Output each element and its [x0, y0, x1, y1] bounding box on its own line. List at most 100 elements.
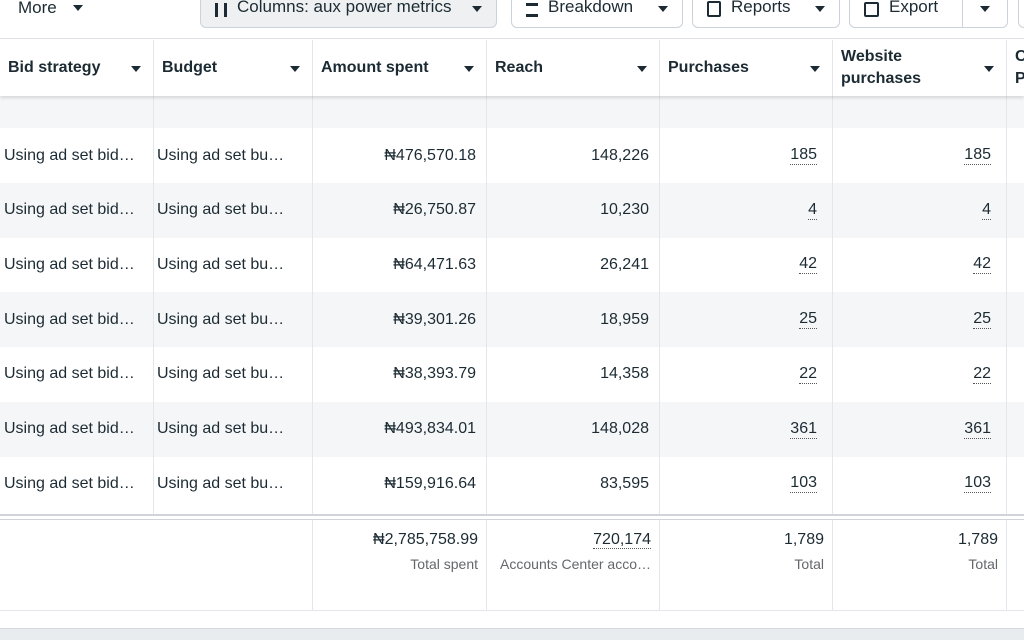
cell-text: ₦64,471.63	[393, 255, 476, 273]
cell-text: Using ad set bid…	[4, 255, 135, 273]
cell: Using ad set bu…	[153, 237, 312, 292]
cell: 18,959	[486, 292, 659, 347]
column-header[interactable]: Amount spent	[312, 40, 486, 96]
cell-text: 148,028	[591, 420, 649, 437]
cell-text: 148,226	[591, 146, 649, 164]
cell-text: Using ad set bid…	[4, 474, 135, 492]
cell-text: ₦39,301.26	[393, 310, 476, 328]
cell: 25	[832, 292, 1006, 347]
total-value: ₦2,785,758.99	[312, 531, 486, 549]
cell-text[interactable]: 185	[790, 146, 817, 165]
cell-text: ₦159,916.64	[384, 474, 476, 492]
more-button[interactable]: More	[18, 0, 83, 18]
total-text: 1,789	[783, 531, 824, 548]
totals-bottom	[0, 610, 1024, 611]
columns-button[interactable]: Columns: aux power metrics	[200, 0, 497, 28]
cell: Using ad set bu…	[153, 292, 312, 347]
cell-text[interactable]: 103	[964, 474, 991, 494]
more-label: More	[18, 0, 57, 17]
cell-text: 18,959	[600, 310, 649, 328]
column-header[interactable]: Website purchases	[832, 40, 1006, 96]
export-button[interactable]: Export	[849, 0, 1008, 28]
cell: Using ad set bid…	[0, 292, 153, 347]
reports-button[interactable]: Reports	[692, 0, 840, 28]
reports-label: Reports	[731, 0, 791, 16]
total-text: 1,789	[957, 531, 998, 548]
cell: Using ad set bid…	[0, 347, 153, 402]
cell-text[interactable]: 361	[790, 419, 817, 439]
cell-text: Using ad set bid…	[4, 146, 135, 164]
cell: Using ad set bid…	[0, 183, 153, 238]
cell: 22	[832, 347, 1006, 402]
cell: ₦26,750.87	[312, 183, 486, 238]
header-label: Purchases	[668, 59, 749, 76]
row-bg	[0, 292, 1024, 348]
total-value: 1,789	[832, 531, 1006, 549]
cell-text[interactable]: 4	[982, 200, 991, 220]
header-label: Bid strategy	[8, 59, 101, 76]
cell: 148,226	[486, 128, 659, 183]
cell: 14,358	[486, 347, 659, 402]
row-bg	[0, 96, 1024, 128]
cell: Using ad set bu…	[153, 183, 312, 238]
breakdown-button[interactable]: Breakdown	[511, 0, 683, 28]
cell-text[interactable]: 4	[808, 200, 817, 220]
cell-text[interactable]: 185	[964, 146, 991, 165]
cell-text: Using ad set bu…	[157, 310, 285, 328]
total-text: 720,174	[593, 531, 651, 549]
cell: ₦39,301.26	[312, 292, 486, 347]
cell-text: Using ad set bu…	[157, 146, 285, 164]
column-header[interactable]: Budget	[153, 40, 312, 96]
cell-text[interactable]: 22	[799, 364, 817, 384]
cell-text[interactable]: 25	[799, 310, 817, 330]
columns-label: Columns: aux power metrics	[237, 0, 452, 16]
cell: 185	[832, 128, 1006, 183]
cell: Using ad set bu…	[153, 128, 312, 183]
cell-text[interactable]: 22	[973, 364, 991, 384]
breakdown-label: Breakdown	[548, 0, 634, 16]
column-header[interactable]: C P	[1006, 40, 1024, 96]
cell-text: Using ad set bid…	[4, 365, 135, 383]
cell: ₦38,393.79	[312, 347, 486, 402]
cell-text: 83,595	[600, 474, 649, 492]
cell-text: Using ad set bu…	[157, 365, 285, 383]
cell: Using ad set bu…	[153, 402, 312, 457]
cell: 103	[659, 456, 832, 511]
cell-text[interactable]: 361	[964, 419, 991, 439]
total-label: Total	[968, 556, 998, 572]
header-bg	[0, 38, 1024, 96]
header-label: C P	[1015, 46, 1024, 90]
column-header[interactable]: Bid strategy	[0, 40, 153, 96]
column-header[interactable]: Purchases	[659, 40, 832, 96]
cell: ₦476,570.18	[312, 128, 486, 183]
cell-text[interactable]: 103	[790, 474, 817, 494]
cell-text: 26,241	[600, 255, 649, 273]
cell: 4	[659, 183, 832, 238]
cell: Using ad set bid…	[0, 128, 153, 183]
cell-text: Using ad set bid…	[4, 420, 135, 437]
export-label: Export	[889, 0, 939, 16]
cell: 25	[659, 292, 832, 347]
column-line	[659, 40, 660, 610]
column-line	[312, 40, 313, 610]
cell: 361	[659, 402, 832, 457]
column-line	[1006, 40, 1007, 610]
cut-button[interactable]	[1018, 0, 1024, 28]
cell-text: ₦493,834.01	[384, 420, 476, 437]
cell: 83,595	[486, 456, 659, 511]
cell: 361	[832, 402, 1006, 457]
column-header[interactable]: Reach	[486, 40, 659, 96]
row-bg	[0, 182, 1024, 238]
cell-text: ₦26,750.87	[393, 201, 476, 219]
cell-text[interactable]: 42	[799, 255, 817, 275]
cell-text[interactable]: 42	[973, 255, 991, 275]
cell: 26,241	[486, 237, 659, 292]
header-label: Budget	[162, 59, 218, 76]
cell: 4	[832, 183, 1006, 238]
cell: 10,230	[486, 183, 659, 238]
cell-text: 10,230	[600, 201, 649, 219]
column-line	[486, 40, 487, 610]
header-label: Amount spent	[321, 59, 429, 76]
cell-text[interactable]: 25	[973, 310, 991, 330]
